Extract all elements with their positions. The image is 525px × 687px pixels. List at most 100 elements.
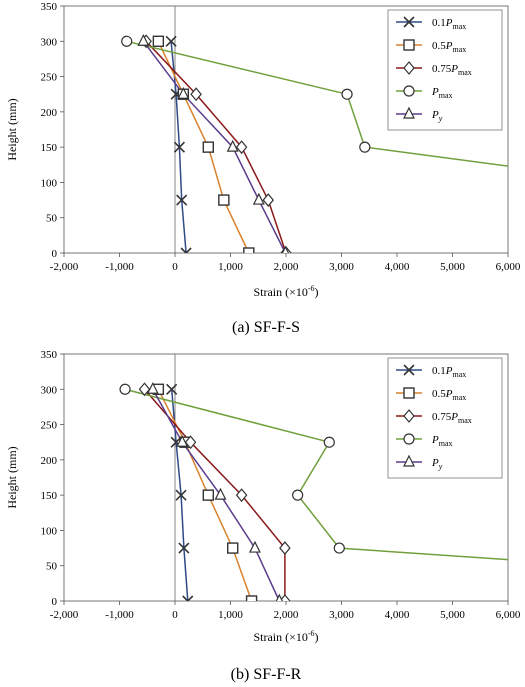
data-point-series-4 xyxy=(121,35,133,47)
data-point-series-4 xyxy=(333,542,345,554)
legend-label: Py xyxy=(431,457,443,471)
legend-label-sub: max xyxy=(452,393,466,402)
data-point-series-5 xyxy=(275,593,284,601)
legend-label-main: 0.75 xyxy=(432,63,452,75)
data-point-series-2 xyxy=(218,194,230,206)
series-line-5 xyxy=(142,40,287,253)
data-point-series-2 xyxy=(202,141,215,153)
data-point-series-2 xyxy=(243,247,255,253)
legend-label: 0.75Pmax xyxy=(432,63,472,77)
y-tick-label: 200 xyxy=(41,107,58,119)
data-point-series-5 xyxy=(226,139,239,152)
legend-marker xyxy=(403,106,415,119)
data-point-series-3 xyxy=(235,488,248,503)
data-point-series-1 xyxy=(182,595,194,601)
data-point-series-1 xyxy=(180,247,192,253)
chart-b: -2,000 -1,000 0 1,000 2,000 3,000 4,000 5,000 6,… xyxy=(5,349,521,683)
legend-label-p: P xyxy=(431,457,439,469)
y-tick-label: 250 xyxy=(41,72,58,84)
legend-label-p: P xyxy=(445,40,453,52)
y-axis-label: Height (mm) xyxy=(5,98,19,160)
data-point-series-1 xyxy=(166,383,178,395)
x-axis-label: Strain (×10-6) xyxy=(253,284,318,299)
data-point-series-3 xyxy=(184,435,197,450)
legend-label-main: 0.5 xyxy=(432,388,446,400)
data-point-series-4 xyxy=(292,489,304,501)
data-point-series-3 xyxy=(262,193,275,208)
x-tick-label: 0 xyxy=(172,609,178,621)
legend-label: Py xyxy=(431,109,443,123)
data-point-series-1 xyxy=(176,194,188,206)
x-tick-label: 5,000 xyxy=(440,261,465,273)
data-point-series-5 xyxy=(177,86,190,99)
legend-marker xyxy=(403,85,415,97)
legend-label-sub: max xyxy=(439,91,453,100)
data-point-series-5 xyxy=(137,33,150,46)
legend-label: 0.1Pmax xyxy=(432,365,466,379)
y-tick-label: 150 xyxy=(41,142,58,154)
y-tick-label: 300 xyxy=(41,36,58,48)
series-group xyxy=(119,381,508,601)
data-point-series-4 xyxy=(119,383,131,395)
series-line-4 xyxy=(126,40,508,167)
chart-caption: (b) SF-F-R xyxy=(231,666,302,683)
x-tick-label: 6,000 xyxy=(496,261,521,273)
data-point-series-2 xyxy=(202,489,215,501)
legend-marker xyxy=(403,387,415,399)
x-tick-label: 5,000 xyxy=(440,609,465,621)
x-axis-label-close: ) xyxy=(315,630,319,644)
x-tick-label: -1,000 xyxy=(105,609,134,621)
legend-label-p: P xyxy=(431,86,439,98)
legend-label-sub: max xyxy=(458,416,472,425)
data-point-series-2 xyxy=(245,595,258,601)
legend-label-sub: max xyxy=(458,68,472,77)
x-tick-label: 6,000 xyxy=(496,609,521,621)
data-point-series-3 xyxy=(190,87,202,102)
legend-label-sub: max xyxy=(452,22,466,31)
x-tick-label: 3,000 xyxy=(329,261,354,273)
legend-label: 0.5Pmax xyxy=(432,40,466,54)
data-point-series-5 xyxy=(176,434,189,447)
x-tick-label: 1,000 xyxy=(218,609,243,621)
data-point-series-3 xyxy=(235,140,248,155)
legend-marker xyxy=(403,364,415,376)
legend-label: 0.1Pmax xyxy=(432,17,466,31)
x-tick-label: 4,000 xyxy=(385,261,410,273)
legend-marker xyxy=(403,16,415,28)
legend-label-sub: y xyxy=(438,114,443,123)
x-tick-label: 0 xyxy=(172,261,178,273)
data-point-series-5 xyxy=(252,192,265,205)
data-point-series-3 xyxy=(279,541,291,556)
legend-label-p: P xyxy=(445,365,453,377)
x-tick-label: 3,000 xyxy=(329,609,354,621)
chart-caption: (a) SF-F-S xyxy=(232,319,300,336)
x-tick-label: 1,000 xyxy=(218,261,243,273)
x-axis-label: Strain (×10-6) xyxy=(253,629,318,644)
y-tick-label: 300 xyxy=(41,384,58,396)
data-point-series-1 xyxy=(178,542,190,554)
legend-label-main: 0.75 xyxy=(432,411,452,423)
y-tick-label: 0 xyxy=(52,596,58,608)
legend-label-sub: max xyxy=(452,45,466,54)
y-tick-label: 150 xyxy=(41,490,58,502)
y-tick-label: 0 xyxy=(52,248,58,260)
x-tick-label: -2,000 xyxy=(50,261,79,273)
y-tick-label: 100 xyxy=(41,525,58,537)
x-tick-label: 2,000 xyxy=(274,609,299,621)
legend-label-main: 0.5 xyxy=(432,40,446,52)
x-axis-label-exponent: -6 xyxy=(308,629,315,638)
legend-label: Pmax xyxy=(431,434,453,448)
data-point-series-5 xyxy=(281,245,290,253)
x-axis-label-main: Strain (×10 xyxy=(253,630,307,644)
x-axis-label-main: Strain (×10 xyxy=(253,285,307,299)
legend-label-p: P xyxy=(450,411,458,423)
data-point-series-5 xyxy=(214,487,227,500)
legend-marker xyxy=(403,433,415,445)
legend-marker xyxy=(403,454,415,467)
y-tick-label: 350 xyxy=(41,1,58,13)
y-tick-label: 250 xyxy=(41,420,58,432)
data-point-series-3 xyxy=(138,382,151,397)
legend-label: 0.5Pmax xyxy=(432,388,466,402)
